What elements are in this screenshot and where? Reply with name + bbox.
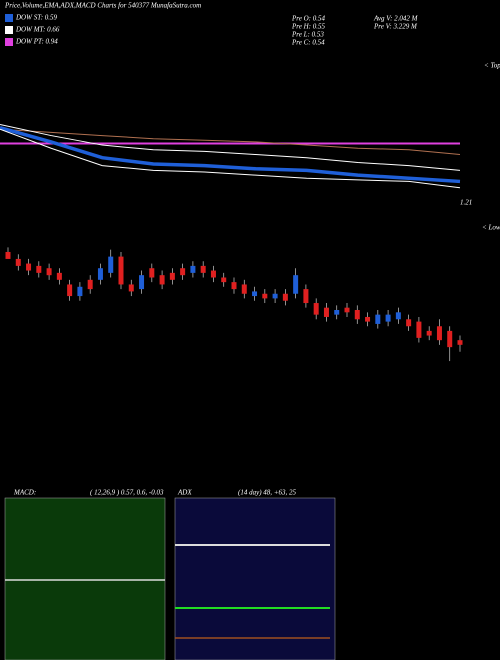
- candle-body: [262, 293, 268, 299]
- candle-body: [128, 284, 134, 292]
- candle-body: [67, 284, 73, 297]
- candle-body: [190, 265, 196, 273]
- macd-params: ( 12,26,9 ) 0.57, 0.6, -0.03: [90, 489, 164, 497]
- candle-body: [365, 316, 371, 322]
- legend-entry: DOW ST: 0.59: [15, 14, 58, 22]
- candle-body: [15, 258, 21, 266]
- low-marker: < Lows: [482, 224, 500, 232]
- legend-entry: DOW MT: 0.66: [15, 26, 60, 34]
- candle-body: [139, 275, 145, 290]
- candle-body: [210, 270, 216, 278]
- candle-body: [149, 268, 155, 278]
- candle-body: [169, 272, 175, 280]
- candle-body: [36, 265, 42, 273]
- candle-body: [180, 268, 186, 276]
- candle-body: [395, 312, 401, 320]
- stat: Pre O: 0.54: [291, 15, 325, 23]
- title: Price,Volume,EMA,ADX,MACD Charts for 540…: [4, 2, 201, 10]
- series-line: [0, 124, 461, 171]
- candle-body: [323, 307, 329, 317]
- candle-body: [272, 293, 278, 299]
- legend-entry: DOW PT: 0.94: [15, 38, 58, 46]
- candle-body: [221, 277, 227, 283]
- candle-body: [159, 275, 165, 285]
- candle-body: [354, 310, 360, 320]
- legend-swatch: [5, 14, 13, 22]
- macd-label: MACD:: [13, 489, 36, 497]
- series-line: [0, 125, 461, 184]
- candle-body: [5, 251, 11, 259]
- stat: Pre V: 3.229 M: [373, 23, 418, 31]
- candle-body: [241, 284, 247, 294]
- candle-body: [457, 340, 463, 345]
- legend-swatch: [5, 38, 13, 46]
- stat: Avg V: 2.042 M: [373, 15, 419, 23]
- top-marker: < Topo: [484, 62, 500, 70]
- candle-body: [416, 321, 422, 338]
- price-label: 1.21: [460, 199, 472, 207]
- candle-body: [46, 268, 52, 276]
- stat: Pre H: 0.55: [291, 23, 325, 31]
- candle-body: [334, 310, 340, 315]
- macd-panel: [4, 497, 166, 660]
- candle-body: [447, 330, 453, 348]
- candle-body: [87, 279, 93, 290]
- stat: Pre C: 0.54: [291, 39, 325, 47]
- candle-body: [252, 291, 258, 297]
- adx-panel: [174, 497, 336, 660]
- candle-body: [436, 326, 442, 341]
- adx-params: (14 day) 48, +63, 25: [238, 489, 296, 497]
- candle-body: [118, 256, 124, 285]
- candle-body: [200, 265, 206, 273]
- candle-body: [375, 314, 381, 324]
- candle-body: [385, 314, 391, 322]
- candle-body: [26, 263, 32, 271]
- candle-body: [77, 286, 83, 297]
- candle-body: [108, 256, 114, 273]
- candle-body: [282, 293, 288, 301]
- legend-swatch: [5, 26, 13, 34]
- candle-body: [344, 307, 350, 313]
- candle-body: [406, 319, 412, 327]
- series-line: [0, 128, 461, 189]
- candle-body: [56, 272, 62, 280]
- candle-body: [231, 282, 237, 290]
- candle-body: [426, 330, 432, 336]
- stat: Pre L: 0.53: [291, 31, 324, 39]
- candle-body: [313, 303, 319, 315]
- candle-body: [303, 289, 309, 304]
- candle-body: [97, 268, 103, 280]
- series-line: [0, 128, 461, 156]
- adx-label: ADX: [177, 489, 192, 497]
- candle-body: [293, 275, 299, 294]
